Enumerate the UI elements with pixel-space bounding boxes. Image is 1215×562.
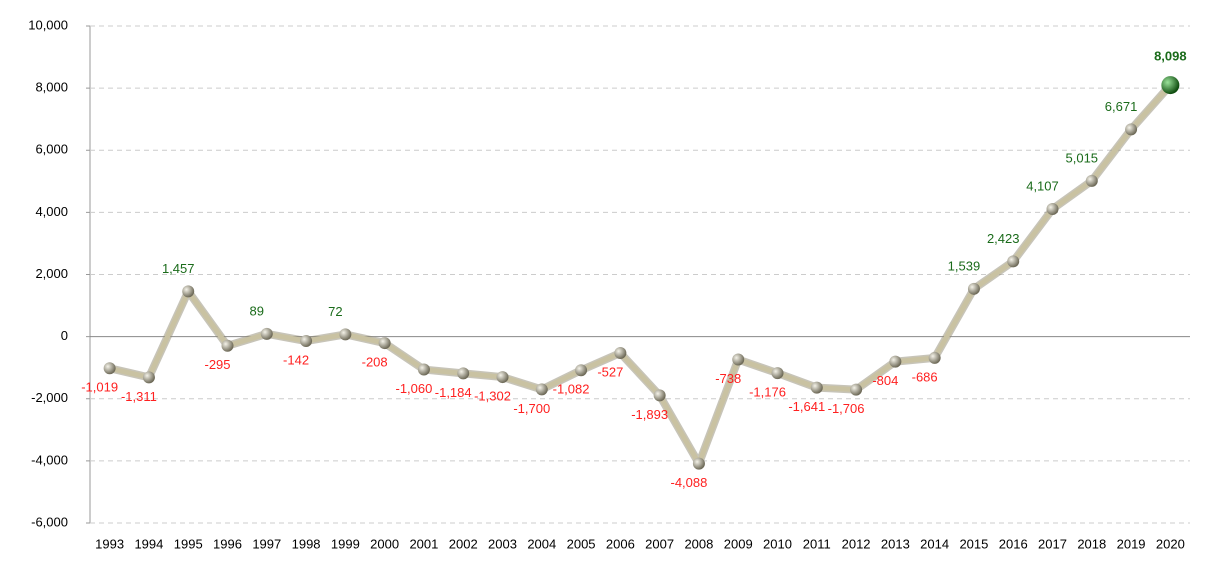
x-tick-label: 2004 — [527, 536, 556, 551]
value-label: -208 — [362, 355, 388, 370]
x-tick-label: 2017 — [1038, 536, 1067, 551]
point — [928, 351, 941, 364]
x-tick-label: 2006 — [606, 536, 635, 551]
point — [535, 383, 548, 396]
y-tick-label: 0 — [61, 328, 68, 343]
value-label: -1,082 — [553, 382, 590, 397]
point — [575, 364, 588, 377]
value-label: 2,423 — [987, 231, 1020, 246]
point — [732, 353, 745, 366]
value-label: -4,088 — [670, 475, 707, 490]
point — [142, 371, 155, 384]
x-tick-label: 1997 — [252, 536, 281, 551]
y-tick-label: -2,000 — [31, 390, 68, 405]
x-tick-label: 1996 — [213, 536, 242, 551]
x-tick-label: 1994 — [134, 536, 163, 551]
value-label: -738 — [715, 371, 741, 386]
y-tick-label: -4,000 — [31, 452, 68, 467]
value-label: 1,457 — [162, 261, 195, 276]
value-label: -1,700 — [513, 401, 550, 416]
point — [457, 367, 470, 380]
x-tick-label: 2015 — [959, 536, 988, 551]
value-label: 5,015 — [1066, 150, 1099, 165]
y-tick-label: 10,000 — [28, 17, 68, 32]
value-label: 1,539 — [948, 258, 981, 273]
x-tick-label: 2013 — [881, 536, 910, 551]
point — [221, 339, 234, 352]
x-tick-label: 1998 — [292, 536, 321, 551]
value-label: -1,706 — [828, 401, 865, 416]
x-tick-label: 2012 — [842, 536, 871, 551]
y-tick-label: 4,000 — [35, 204, 68, 219]
x-tick-label: 2011 — [803, 536, 831, 551]
point — [967, 282, 980, 295]
point — [496, 371, 509, 384]
value-label: -1,641 — [788, 399, 825, 414]
value-label: 89 — [250, 303, 264, 318]
value-label: 8,098 — [1154, 49, 1187, 64]
value-label: 72 — [328, 304, 342, 319]
value-label: -1,019 — [81, 380, 118, 395]
x-tick-label: 2018 — [1077, 536, 1106, 551]
x-tick-label: 2019 — [1117, 536, 1146, 551]
point — [810, 381, 823, 394]
point — [692, 457, 705, 470]
value-label: -1,893 — [631, 407, 668, 422]
x-tick-label: 2005 — [567, 536, 596, 551]
x-tick-label: 1995 — [174, 536, 203, 551]
y-tick-label: 2,000 — [35, 266, 68, 281]
point — [300, 335, 313, 348]
data-line — [109, 83, 1173, 467]
x-tick-label: 2001 — [409, 536, 438, 551]
point — [378, 337, 391, 350]
y-tick-label: 8,000 — [35, 80, 68, 95]
value-label: -1,302 — [474, 389, 511, 404]
value-label: 4,107 — [1026, 178, 1059, 193]
x-tick-label: 2009 — [724, 536, 753, 551]
value-label: -804 — [872, 373, 898, 388]
x-tick-label: 2010 — [763, 536, 792, 551]
value-label: 6,671 — [1105, 99, 1138, 114]
x-tick-label: 2016 — [999, 536, 1028, 551]
point — [653, 389, 666, 402]
x-tick-label: 2002 — [449, 536, 478, 551]
point — [103, 362, 116, 375]
value-label: -1,184 — [435, 385, 472, 400]
point — [850, 383, 863, 396]
x-tick-label: 2007 — [645, 536, 674, 551]
point — [771, 367, 784, 380]
point — [1161, 76, 1180, 95]
point — [182, 285, 195, 298]
x-tick-label: 2000 — [370, 536, 399, 551]
y-tick-label: 6,000 — [35, 142, 68, 157]
value-label: -1,060 — [395, 381, 432, 396]
point — [614, 346, 627, 359]
point — [260, 327, 273, 340]
point — [1007, 255, 1020, 268]
x-tick-label: 2014 — [920, 536, 949, 551]
x-tick-label: 2008 — [684, 536, 713, 551]
point — [1046, 203, 1059, 216]
y-tick-label: -6,000 — [31, 514, 68, 529]
x-tick-label: 1993 — [95, 536, 124, 551]
point — [417, 363, 430, 376]
value-label: -1,311 — [121, 389, 157, 404]
point — [1085, 174, 1098, 187]
value-label: -142 — [283, 352, 309, 367]
point — [889, 355, 902, 368]
point — [1125, 123, 1138, 136]
x-tick-label: 2003 — [488, 536, 517, 551]
value-label: -527 — [597, 364, 623, 379]
value-label: -686 — [912, 369, 938, 384]
value-label: -1,176 — [749, 385, 786, 400]
value-label: -295 — [204, 357, 230, 372]
x-tick-label: 2020 — [1156, 536, 1185, 551]
x-tick-label: 1999 — [331, 536, 360, 551]
point — [339, 328, 352, 341]
